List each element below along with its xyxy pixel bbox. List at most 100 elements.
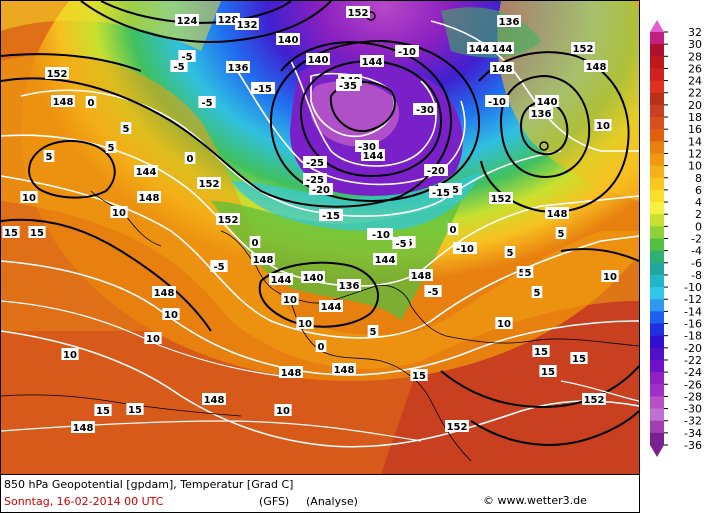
temperature-label: -10 [488,97,506,108]
geopotential-label-box [332,363,356,375]
temperature-label: -10 [456,244,474,255]
copyright-link[interactable]: © www.wetter3.de [483,494,587,507]
geopotential-label-box [467,42,491,54]
legend-label: -4 [691,245,702,258]
temperature-label: 5 [519,268,526,279]
temperature-label-box [429,186,453,198]
map-date: Sonntag, 16-02-2014 00 UTC [4,495,164,508]
legend-label: -2 [691,233,702,246]
geopotential-label: 144 [492,44,513,55]
geopotential-label: 148 [253,255,274,266]
geopotential-label: 148 [154,288,175,299]
legend-label: -20 [684,342,702,355]
temperature-label-box [453,242,477,254]
legend-swatch [650,141,664,154]
temperature-label: 15 [96,406,110,417]
legend-swatch [650,117,664,130]
temperature-label: -25 [306,175,324,186]
temperature-label: 10 [276,406,290,417]
temperature-label: 15 [572,354,586,365]
legend-label: 0 [695,220,702,233]
geopotential-label: 148 [586,62,607,73]
temperature-label: -5 [395,239,406,250]
geopotential-label: 152 [491,194,512,205]
geopotential-label: 140 [303,273,324,284]
temperature-label-box [303,173,327,185]
temperature-label-box [120,122,132,134]
temperature-label: -5 [173,62,184,73]
legend-swatch [650,347,664,361]
geopotential-label-box [306,53,330,65]
temperature-label: 15 [412,371,426,382]
geopotential-label: 136 [228,63,249,74]
geopotential-label: 148 [204,395,225,406]
temperature-label: 0 [318,342,325,353]
temperature-field-green-band [211,201,461,321]
geopotential-contours-thin [1,300,639,442]
geopotential-label-box [216,13,240,25]
geopotential-label-box [584,60,608,72]
legend-label: -26 [684,378,702,391]
temperature-label: 10 [146,334,160,345]
geopotential-label: 148 [73,423,94,434]
geopotential-label-box [301,271,325,283]
legend-swatch [650,287,664,300]
legend-label: -24 [684,366,702,379]
legend-swatch [650,420,664,434]
temperature-label: -20 [427,166,445,177]
geopotential-label: 152 [218,215,239,226]
geopotential-label: 152 [199,179,220,190]
geopotential-label: 144 [469,44,490,55]
temperature-label-box [105,141,117,153]
legend-swatch [650,202,664,215]
temperature-label: 5 [525,268,532,279]
temperature-label-box [126,403,144,415]
legend-label: -10 [684,281,702,294]
temperature-label-box [281,293,299,305]
temperature-label: 10 [603,272,617,283]
temperature-label-box [395,45,419,57]
map-run-type: (Analyse) [306,495,358,508]
legend-bottom-arrow [650,445,664,457]
temperature-label: 0 [88,98,95,109]
legend-swatch [650,44,664,57]
temperature-label-box [61,348,79,360]
geopotential-label-box [490,62,514,74]
legend-swatch [650,165,664,179]
temperature-label: 0 [252,238,259,249]
temperature-label: -20 [312,185,330,196]
temperature-label-box [424,285,442,297]
temperature-label-box [516,266,528,278]
legend-label: -34 [684,427,702,440]
temperature-label-box [94,404,112,416]
legend-swatch [650,92,664,106]
geopotential-label-box [202,393,226,405]
geopotential-label-box [175,14,199,26]
temperature-label-box [28,226,46,238]
legend-swatch [650,299,664,312]
temperature-label-box [367,325,379,337]
temperature-label: -15 [322,211,340,222]
temperature-label: -30 [416,105,434,116]
legend-label: 4 [695,196,702,209]
temperature-label-box [424,164,448,176]
geopotential-label: 148 [547,209,568,220]
map-footer: 850 hPa Geopotential [gpdam], Temperatur… [0,475,640,513]
legend-swatch [650,396,664,410]
temperature-label: 0 [187,154,194,165]
temperature-label-box [210,260,228,272]
temperature-label-box [303,156,327,168]
geopotential-label-box [409,269,433,281]
geopotential-label-box [152,286,176,298]
legend-swatch [650,408,664,422]
legend-swatch [650,32,664,45]
geopotential-labels: 1241281321521361401441481361401441481521… [45,6,608,434]
geopotential-label: 136 [499,17,520,28]
temperature-label-box [594,119,612,131]
temperature-label-box [495,317,513,329]
temperature-label: -5 [201,98,212,109]
temperature-label-box [315,340,327,352]
legend-swatch [650,129,664,142]
temperature-label: 15 [4,228,18,239]
temperature-label: -5 [213,262,224,273]
